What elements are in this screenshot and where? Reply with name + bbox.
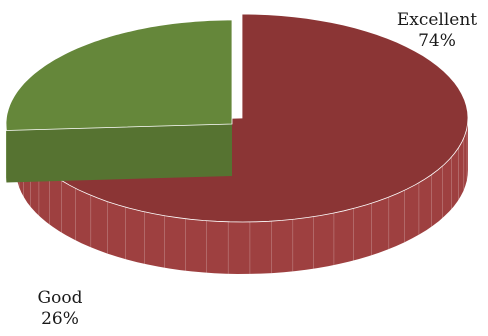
slice-label-good-percent: 26% [41,309,79,329]
slice-excellent-side-lines [16,125,468,274]
slice-good [5,19,233,183]
slice-good-cut-face [6,124,233,183]
slice-label-good: Good 26% [28,288,92,330]
slice-label-excellent-name: Excellent [396,10,478,30]
slice-label-excellent-percent: 74% [418,31,456,51]
slice-excellent-side [16,118,469,274]
slice-good-top [5,19,233,131]
slice-label-good-name: Good [37,288,83,308]
slice-label-excellent: Excellent 74% [392,10,482,52]
